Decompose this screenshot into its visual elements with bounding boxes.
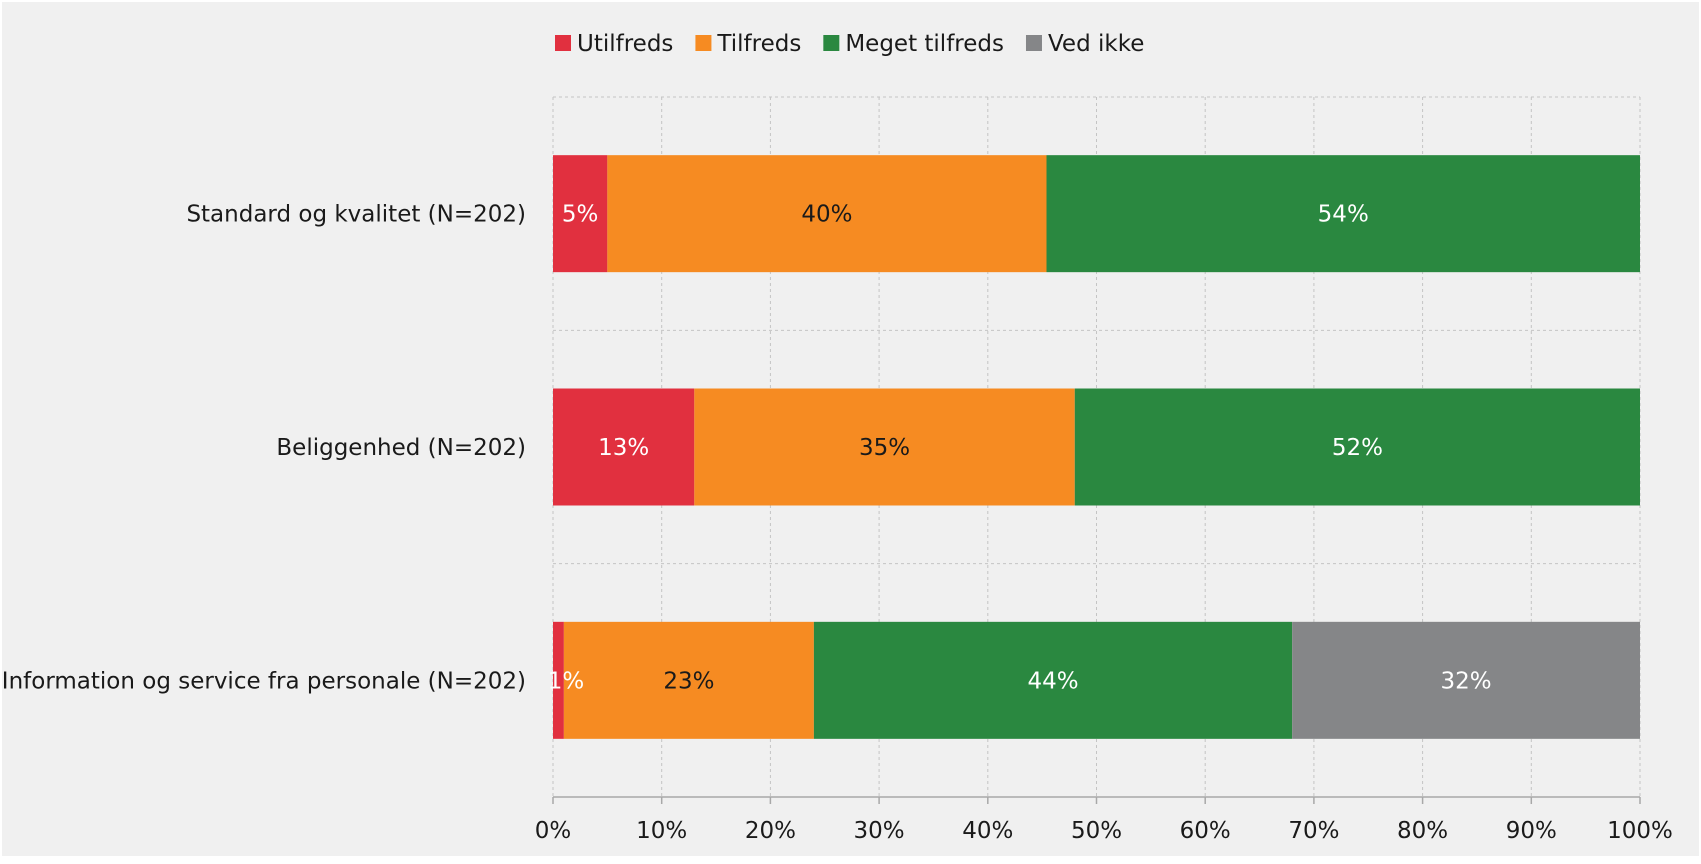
data-label: 13% — [598, 435, 649, 461]
data-label: 35% — [859, 435, 910, 461]
bar-segment — [553, 155, 608, 273]
x-tick-label: 50% — [1071, 818, 1122, 844]
data-label: 32% — [1441, 668, 1492, 694]
data-label: 54% — [1318, 202, 1369, 228]
legend-label: Ved ikke — [1048, 31, 1144, 57]
x-tick-label: 10% — [636, 818, 687, 844]
bar-segment — [694, 388, 1075, 506]
bar-segment — [563, 621, 814, 739]
x-tick-label: 20% — [745, 818, 796, 844]
legend-swatch — [823, 35, 840, 51]
bar-segment — [553, 388, 695, 506]
data-label: 5% — [562, 202, 599, 228]
bar-segment — [607, 155, 1047, 273]
data-labels: 5% 40% 54% 13% 35% 52% 1% 23% 44% 32% — [548, 202, 1492, 695]
legend-label: Tilfreds — [716, 31, 801, 57]
category-labels: Standard og kvalitet (N=202) Beliggenhed … — [2, 202, 526, 695]
category-label: Beliggenhed (N=202) — [276, 435, 526, 461]
legend-swatch — [695, 35, 712, 51]
bar-segment — [1292, 621, 1640, 739]
legend-swatch — [555, 35, 571, 51]
category-label: Standard og kvalitet (N=202) — [186, 202, 526, 228]
x-tick-label: 0% — [535, 818, 572, 844]
data-label: 1% — [548, 668, 585, 694]
legend: Utilfreds Tilfreds Meget tilfreds Ved ikke — [555, 31, 1144, 57]
x-axis: 0% 10% 20% 30% 40% 50% 60% 70% 80% 90% 100% — [535, 796, 1673, 844]
bar-segment — [553, 621, 564, 739]
data-label: 52% — [1332, 435, 1383, 461]
x-tick-label: 40% — [962, 818, 1013, 844]
bar-segment — [1074, 388, 1640, 506]
bar-segment — [1046, 155, 1640, 273]
bar-segment — [813, 621, 1293, 739]
data-label: 44% — [1027, 668, 1078, 694]
x-tick-label: 70% — [1288, 818, 1339, 844]
data-label: 23% — [663, 668, 714, 694]
data-label: 40% — [801, 202, 852, 228]
bars — [553, 155, 1640, 739]
legend-label: Utilfreds — [577, 31, 673, 57]
x-tick-label: 100% — [1607, 818, 1673, 844]
x-tick-label: 90% — [1506, 818, 1557, 844]
category-label: Information og service fra personale (N=… — [2, 668, 526, 694]
legend-label: Meget tilfreds — [845, 31, 1004, 57]
x-tick-label: 30% — [854, 818, 905, 844]
x-tick-label: 80% — [1397, 818, 1448, 844]
legend-swatch — [1025, 35, 1042, 51]
x-tick-label: 60% — [1180, 818, 1231, 844]
